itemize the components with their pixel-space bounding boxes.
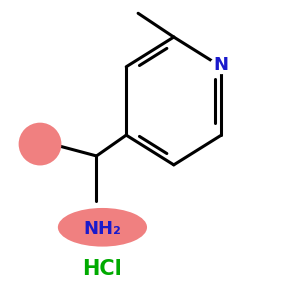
Ellipse shape [210,57,232,74]
Text: N: N [214,56,229,74]
Circle shape [19,123,62,166]
Text: NH₂: NH₂ [83,220,122,238]
Text: HCl: HCl [82,259,122,279]
Ellipse shape [58,208,147,247]
